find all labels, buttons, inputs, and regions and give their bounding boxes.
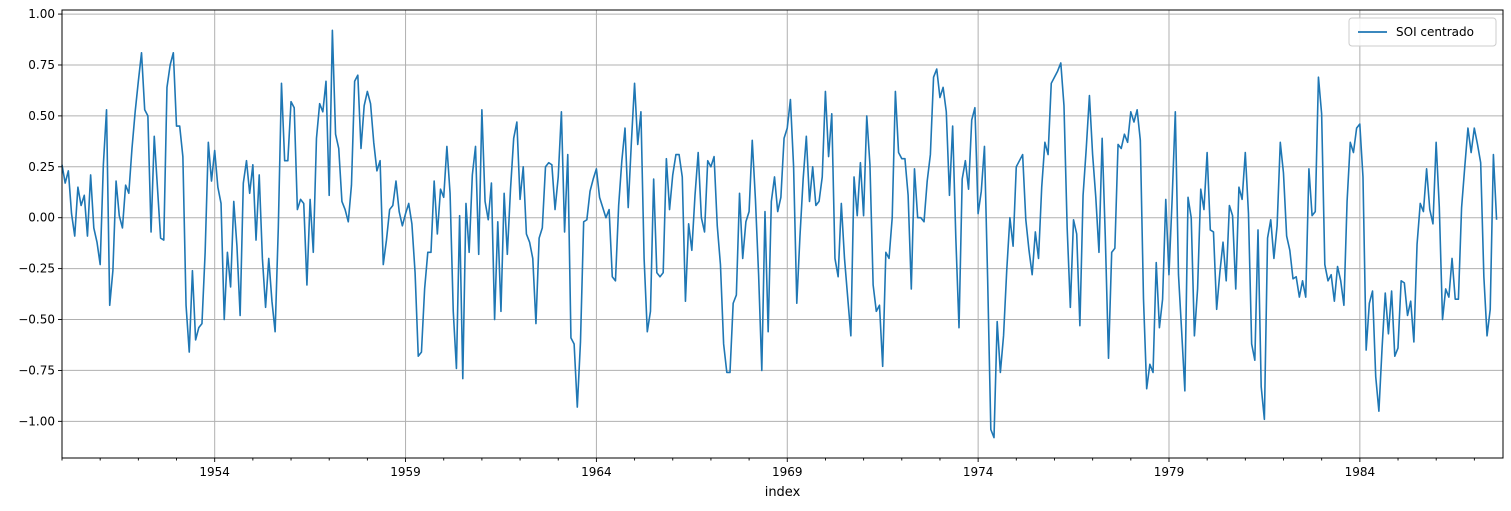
y-tick-label: 0.75 (28, 58, 55, 72)
series-line-soi-centrado (61, 29, 1498, 439)
y-tick-label: −1.00 (18, 414, 55, 428)
plot-frame (61, 9, 1504, 459)
x-axis-label: index (765, 485, 801, 500)
x-tick-label: 1984 (1345, 465, 1376, 479)
legend: SOI centrado (1348, 17, 1497, 47)
y-tick-label: 0.50 (28, 109, 55, 123)
y-tick-label: 0.25 (28, 160, 55, 174)
y-tick-label: −0.50 (18, 313, 55, 327)
x-tick-label: 1974 (963, 465, 994, 479)
x-tick-label: 1964 (581, 465, 612, 479)
y-tick-label: −0.75 (18, 363, 55, 377)
grid-lines (62, 10, 1503, 458)
y-tick-label: −0.25 (18, 262, 55, 276)
x-tick-label: 1969 (772, 465, 803, 479)
x-axis: 1954 1959 1964 1969 1974 1979 1984 (61, 458, 1475, 479)
y-tick-label: 0.00 (28, 211, 55, 225)
x-tick-label: 1979 (1154, 465, 1185, 479)
legend-label-soi-centrado: SOI centrado (1396, 25, 1474, 39)
x-tick-label: 1959 (390, 465, 421, 479)
y-tick-label: 1.00 (28, 7, 55, 21)
legend-box (1348, 17, 1497, 47)
x-tick-label: 1954 (199, 465, 230, 479)
y-axis: 1.00 0.75 0.50 0.25 0.00 −0.25 −0.50 −0.75 −1.00 (18, 7, 62, 428)
